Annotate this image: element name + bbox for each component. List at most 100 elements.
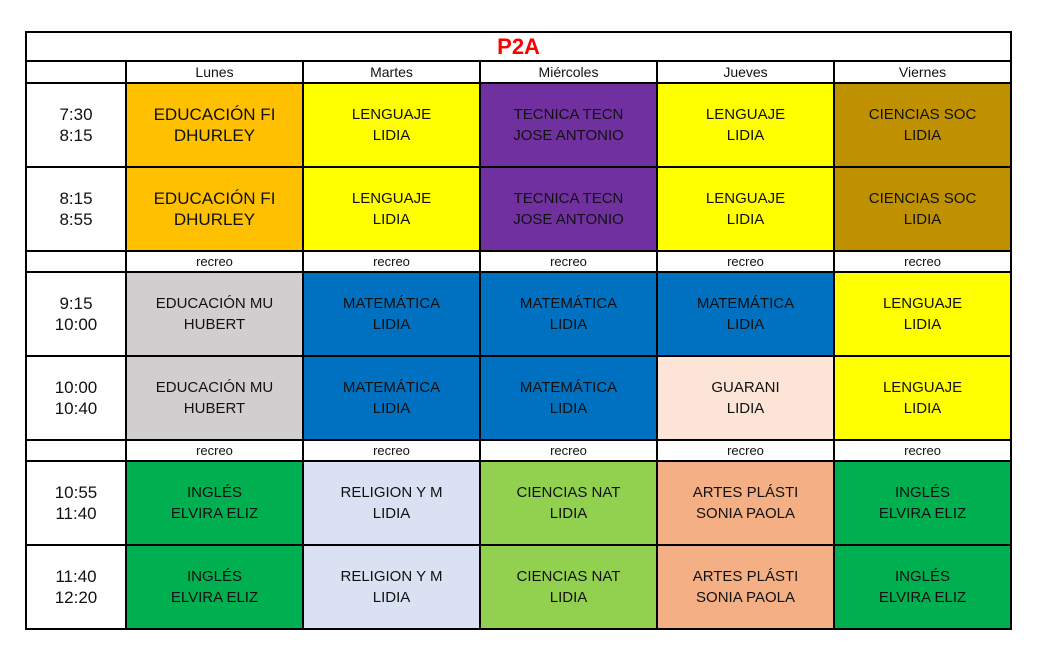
class-cell: MATEMÁTICA LIDIA — [479, 355, 658, 441]
teacher-label: ELVIRA ELIZ — [878, 505, 967, 522]
teacher-label: LIDIA — [549, 400, 588, 417]
day-header: Viernes — [832, 60, 1013, 84]
start-time: 11:40 — [55, 567, 97, 586]
teacher-label: ELVIRA ELIZ — [170, 589, 259, 606]
teacher-label: ELVIRA ELIZ — [170, 505, 259, 522]
break-cell: recreo — [302, 439, 481, 462]
period-time: 9:15 10:00 — [25, 271, 127, 357]
subject-label: MATEMÁTICA — [696, 295, 795, 312]
class-cell: INGLÉS ELVIRA ELIZ — [832, 460, 1013, 546]
subject-label: LENGUAJE — [882, 295, 963, 312]
period-row: 10:55 11:40 INGLÉS ELVIRA ELIZ RELIGION Y M L… — [25, 460, 1013, 546]
break-cell: recreo — [832, 439, 1013, 462]
class-cell: LENGUAJE LIDIA — [302, 82, 481, 168]
teacher-label: LIDIA — [549, 505, 588, 522]
class-cell: CIENCIAS SOC LIDIA — [832, 166, 1013, 252]
subject-label: MATEMÁTICA — [342, 379, 441, 396]
period-row: 8:15 8:55 EDUCACIÓN FI DHURLEY LENGUAJE LIDIA… — [25, 166, 1013, 252]
subject-label: CIENCIAS SOC — [868, 106, 977, 123]
end-time: 8:15 — [59, 126, 93, 145]
class-cell: ARTES PLÁSTI SONIA PAOLA — [656, 460, 835, 546]
class-cell: MATEMÁTICA LIDIA — [479, 271, 658, 357]
break-cell: recreo — [656, 250, 835, 273]
class-cell: CIENCIAS NAT LIDIA — [479, 460, 658, 546]
timetable: P2A Lunes Martes Miércoles Jueves Viernes 7:… — [24, 31, 1013, 630]
teacher-label: LIDIA — [726, 400, 765, 417]
teacher-label: JOSE ANTONIO — [513, 127, 624, 144]
teacher-label: LIDIA — [903, 211, 942, 228]
period-time: 11:40 12:20 — [25, 544, 127, 630]
teacher-label: LIDIA — [549, 316, 588, 333]
class-cell: INGLÉS ELVIRA ELIZ — [125, 460, 304, 546]
subject-label: TECNICA TECN — [513, 106, 624, 123]
period-row: 7:30 8:15 EDUCACIÓN FI DHURLEY LENGUAJE LIDIA… — [25, 82, 1013, 168]
subject-label: CIENCIAS SOC — [868, 190, 977, 207]
subject-label: RELIGION Y M — [340, 484, 443, 501]
class-cell: GUARANI LIDIA — [656, 355, 835, 441]
class-cell: RELIGION Y M LIDIA — [302, 544, 481, 630]
class-cell: LENGUAJE LIDIA — [832, 355, 1013, 441]
subject-label: EDUCACIÓN MU — [155, 295, 274, 312]
subject-label: MATEMÁTICA — [519, 295, 618, 312]
end-time: 12:20 — [54, 588, 98, 607]
subject-label: LENGUAJE — [705, 190, 786, 207]
break-cell: recreo — [479, 439, 658, 462]
subject-label: EDUCACIÓN MU — [155, 379, 274, 396]
subject-label: GUARANI — [711, 379, 780, 396]
class-cell: ARTES PLÁSTI SONIA PAOLA — [656, 544, 835, 630]
class-cell: LENGUAJE LIDIA — [656, 82, 835, 168]
break-cell: recreo — [479, 250, 658, 273]
subject-label: LENGUAJE — [705, 106, 786, 123]
subject-label: ARTES PLÁSTI — [692, 484, 799, 501]
subject-label: INGLÉS — [186, 484, 243, 501]
teacher-label: LIDIA — [372, 127, 411, 144]
class-cell: EDUCACIÓN FI DHURLEY — [125, 166, 304, 252]
break-cell: recreo — [302, 250, 481, 273]
teacher-label: JOSE ANTONIO — [513, 211, 624, 228]
subject-label: LENGUAJE — [882, 379, 963, 396]
subject-label: CIENCIAS NAT — [516, 568, 621, 585]
teacher-label: LIDIA — [903, 127, 942, 144]
subject-label: CIENCIAS NAT — [516, 484, 621, 501]
teacher-label: LIDIA — [726, 127, 765, 144]
teacher-label: ELVIRA ELIZ — [878, 589, 967, 606]
break-time-empty — [25, 439, 127, 462]
class-cell: LENGUAJE LIDIA — [832, 271, 1013, 357]
day-header: Jueves — [656, 60, 835, 84]
break-time-empty — [25, 250, 127, 273]
start-time: 10:00 — [54, 378, 98, 397]
day-header: Miércoles — [479, 60, 658, 84]
period-time: 8:15 8:55 — [25, 166, 127, 252]
teacher-label: LIDIA — [726, 211, 765, 228]
teacher-label: SONIA PAOLA — [696, 589, 795, 606]
teacher-label: LIDIA — [903, 400, 942, 417]
class-cell: LENGUAJE LIDIA — [302, 166, 481, 252]
teacher-label: LIDIA — [549, 589, 588, 606]
teacher-label: HUBERT — [183, 400, 246, 417]
teacher-label: HUBERT — [183, 316, 246, 333]
end-time: 8:55 — [59, 210, 93, 229]
class-cell: CIENCIAS SOC LIDIA — [832, 82, 1013, 168]
start-time: 7:30 — [59, 105, 93, 124]
class-cell: MATEMÁTICA LIDIA — [302, 355, 481, 441]
day-header: Lunes — [125, 60, 304, 84]
break-cell: recreo — [832, 250, 1013, 273]
subject-label: MATEMÁTICA — [519, 379, 618, 396]
period-time: 10:00 10:40 — [25, 355, 127, 441]
start-time: 10:55 — [54, 483, 98, 502]
period-row: 11:40 12:20 INGLÉS ELVIRA ELIZ RELIGION Y M L… — [25, 544, 1013, 630]
subject-label: LENGUAJE — [351, 190, 432, 207]
period-row: 10:00 10:40 EDUCACIÓN MU HUBERT MATEMÁTICA LI… — [25, 355, 1013, 441]
subject-label: MATEMÁTICA — [342, 295, 441, 312]
teacher-label: LIDIA — [372, 400, 411, 417]
class-cell: EDUCACIÓN MU HUBERT — [125, 271, 304, 357]
teacher-label: LIDIA — [726, 316, 765, 333]
class-cell: MATEMÁTICA LIDIA — [302, 271, 481, 357]
class-cell: RELIGION Y M LIDIA — [302, 460, 481, 546]
class-cell: TECNICA TECN JOSE ANTONIO — [479, 82, 658, 168]
subject-label: EDUCACIÓN FI — [153, 105, 276, 124]
teacher-label: SONIA PAOLA — [696, 505, 795, 522]
day-header: Martes — [302, 60, 481, 84]
teacher-label: LIDIA — [372, 589, 411, 606]
subject-label: INGLÉS — [895, 484, 951, 501]
